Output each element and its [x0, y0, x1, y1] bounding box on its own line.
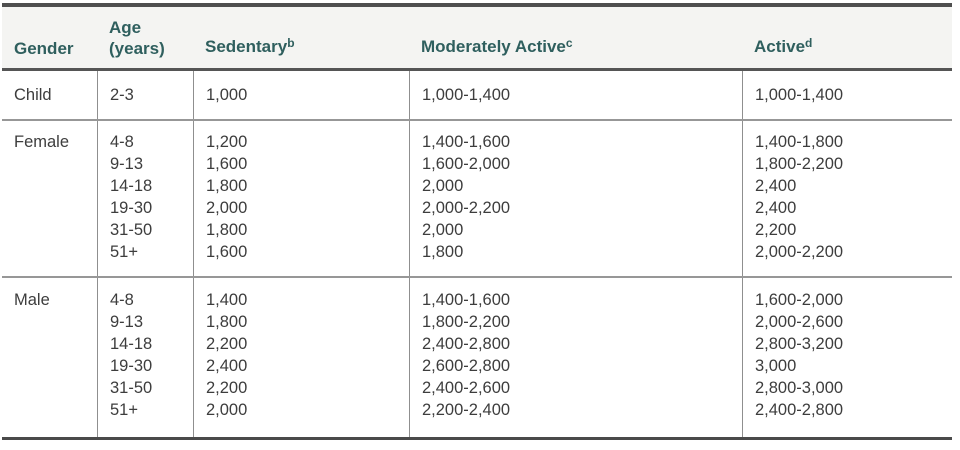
- sedentary-cell: 1,400 1,800 2,200 2,400 2,200 2,000: [193, 278, 409, 437]
- age-value: 14-18: [110, 335, 153, 353]
- calorie-needs-table: Gender Age (years) Sedentaryb Moderately…: [2, 3, 952, 440]
- header-sedentary-label: Sedentary: [205, 37, 288, 56]
- active-value: 1,800-2,200: [755, 155, 844, 173]
- active-cell: 1,000-1,400: [742, 71, 952, 119]
- active-value: 1,000-1,400: [755, 86, 844, 104]
- moderately-active-value: 2,400-2,600: [422, 379, 511, 397]
- header-moderately-active-footnote: c: [565, 36, 573, 50]
- sedentary-value: 1,800: [206, 177, 248, 195]
- header-age: Age (years): [97, 17, 193, 59]
- moderately-active-value: 2,000: [422, 177, 464, 195]
- header-active-footnote: d: [805, 36, 813, 50]
- active-value: 2,000-2,200: [755, 243, 844, 261]
- moderately-active-cell: 1,400-1,600 1,800-2,200 2,400-2,800 2,60…: [409, 278, 742, 437]
- header-gender: Gender: [2, 38, 97, 59]
- section-male: Male 4-8 9-13 14-18 19-30 31-50 51+ 1,40…: [2, 276, 952, 437]
- sedentary-value: 2,000: [206, 199, 248, 217]
- sedentary-value: 1,200: [206, 133, 248, 151]
- header-sedentary-footnote: b: [287, 36, 295, 50]
- moderately-active-value: 1,800-2,200: [422, 313, 511, 331]
- active-value: 2,400: [755, 177, 797, 195]
- sedentary-value: 1,800: [206, 221, 248, 239]
- header-age-line1: Age: [109, 18, 142, 37]
- header-age-line2: (years): [109, 39, 165, 58]
- gender-cell: Male: [2, 278, 97, 437]
- gender-label: Child: [14, 86, 52, 104]
- age-value: 14-18: [110, 177, 153, 195]
- section-female: Female 4-8 9-13 14-18 19-30 31-50 51+ 1,…: [2, 119, 952, 276]
- moderately-active-value: 1,400-1,600: [422, 291, 511, 309]
- active-value: 2,400: [755, 199, 797, 217]
- active-value: 3,000: [755, 357, 797, 375]
- gender-label: Male: [14, 291, 50, 309]
- active-value: 2,000-2,600: [755, 313, 844, 331]
- sedentary-value: 1,400: [206, 291, 248, 309]
- moderately-active-value: 2,400-2,800: [422, 335, 511, 353]
- sedentary-cell: 1,000: [193, 71, 409, 119]
- gender-cell: Child: [2, 71, 97, 119]
- sedentary-value: 1,600: [206, 155, 248, 173]
- sedentary-value: 2,000: [206, 401, 248, 419]
- active-value: 2,800-3,000: [755, 379, 844, 397]
- active-value: 2,800-3,200: [755, 335, 844, 353]
- age-cell: 2-3: [97, 71, 193, 119]
- sedentary-value: 2,200: [206, 335, 248, 353]
- moderately-active-value: 1,600-2,000: [422, 155, 511, 173]
- sedentary-value: 1,000: [206, 86, 248, 104]
- age-value: 51+: [110, 401, 138, 419]
- active-value: 2,400-2,800: [755, 401, 844, 419]
- moderately-active-value: 2,600-2,800: [422, 357, 511, 375]
- moderately-active-cell: 1,400-1,600 1,600-2,000 2,000 2,000-2,20…: [409, 121, 742, 276]
- moderately-active-value: 2,200-2,400: [422, 401, 511, 419]
- gender-cell: Female: [2, 121, 97, 276]
- active-value: 1,600-2,000: [755, 291, 844, 309]
- header-moderately-active: Moderately Activec: [409, 36, 742, 59]
- moderately-active-value: 2,000: [422, 221, 464, 239]
- section-child: Child 2-3 1,000 1,000-1,400 1,000-1,400: [2, 71, 952, 119]
- moderately-active-value: 2,000-2,200: [422, 199, 511, 217]
- header-active-label: Active: [754, 37, 806, 56]
- age-value: 31-50: [110, 221, 153, 239]
- sedentary-value: 1,600: [206, 243, 248, 261]
- moderately-active-cell: 1,000-1,400: [409, 71, 742, 119]
- moderately-active-value: 1,400-1,600: [422, 133, 511, 151]
- active-value: 2,200: [755, 221, 797, 239]
- header-gender-label: Gender: [14, 39, 74, 58]
- active-cell: 1,600-2,000 2,000-2,600 2,800-3,200 3,00…: [742, 278, 952, 437]
- age-value: 31-50: [110, 379, 153, 397]
- header-sedentary: Sedentaryb: [193, 36, 409, 59]
- age-value: 19-30: [110, 199, 153, 217]
- active-cell: 1,400-1,800 1,800-2,200 2,400 2,400 2,20…: [742, 121, 952, 276]
- active-value: 1,400-1,800: [755, 133, 844, 151]
- age-value: 2-3: [110, 86, 134, 104]
- age-value: 4-8: [110, 133, 134, 151]
- age-cell: 4-8 9-13 14-18 19-30 31-50 51+: [97, 121, 193, 276]
- table-header-row: Gender Age (years) Sedentaryb Moderately…: [2, 7, 952, 71]
- moderately-active-value: 1,000-1,400: [422, 86, 511, 104]
- age-value: 9-13: [110, 155, 144, 173]
- sedentary-value: 1,800: [206, 313, 248, 331]
- sedentary-value: 2,200: [206, 379, 248, 397]
- sedentary-value: 2,400: [206, 357, 248, 375]
- gender-label: Female: [14, 133, 70, 151]
- moderately-active-value: 1,800: [422, 243, 464, 261]
- age-cell: 4-8 9-13 14-18 19-30 31-50 51+: [97, 278, 193, 437]
- header-active: Actived: [742, 36, 952, 59]
- sedentary-cell: 1,200 1,600 1,800 2,000 1,800 1,600: [193, 121, 409, 276]
- age-value: 19-30: [110, 357, 153, 375]
- age-value: 51+: [110, 243, 138, 261]
- age-value: 4-8: [110, 291, 134, 309]
- age-value: 9-13: [110, 313, 144, 331]
- header-moderately-active-label: Moderately Active: [421, 37, 566, 56]
